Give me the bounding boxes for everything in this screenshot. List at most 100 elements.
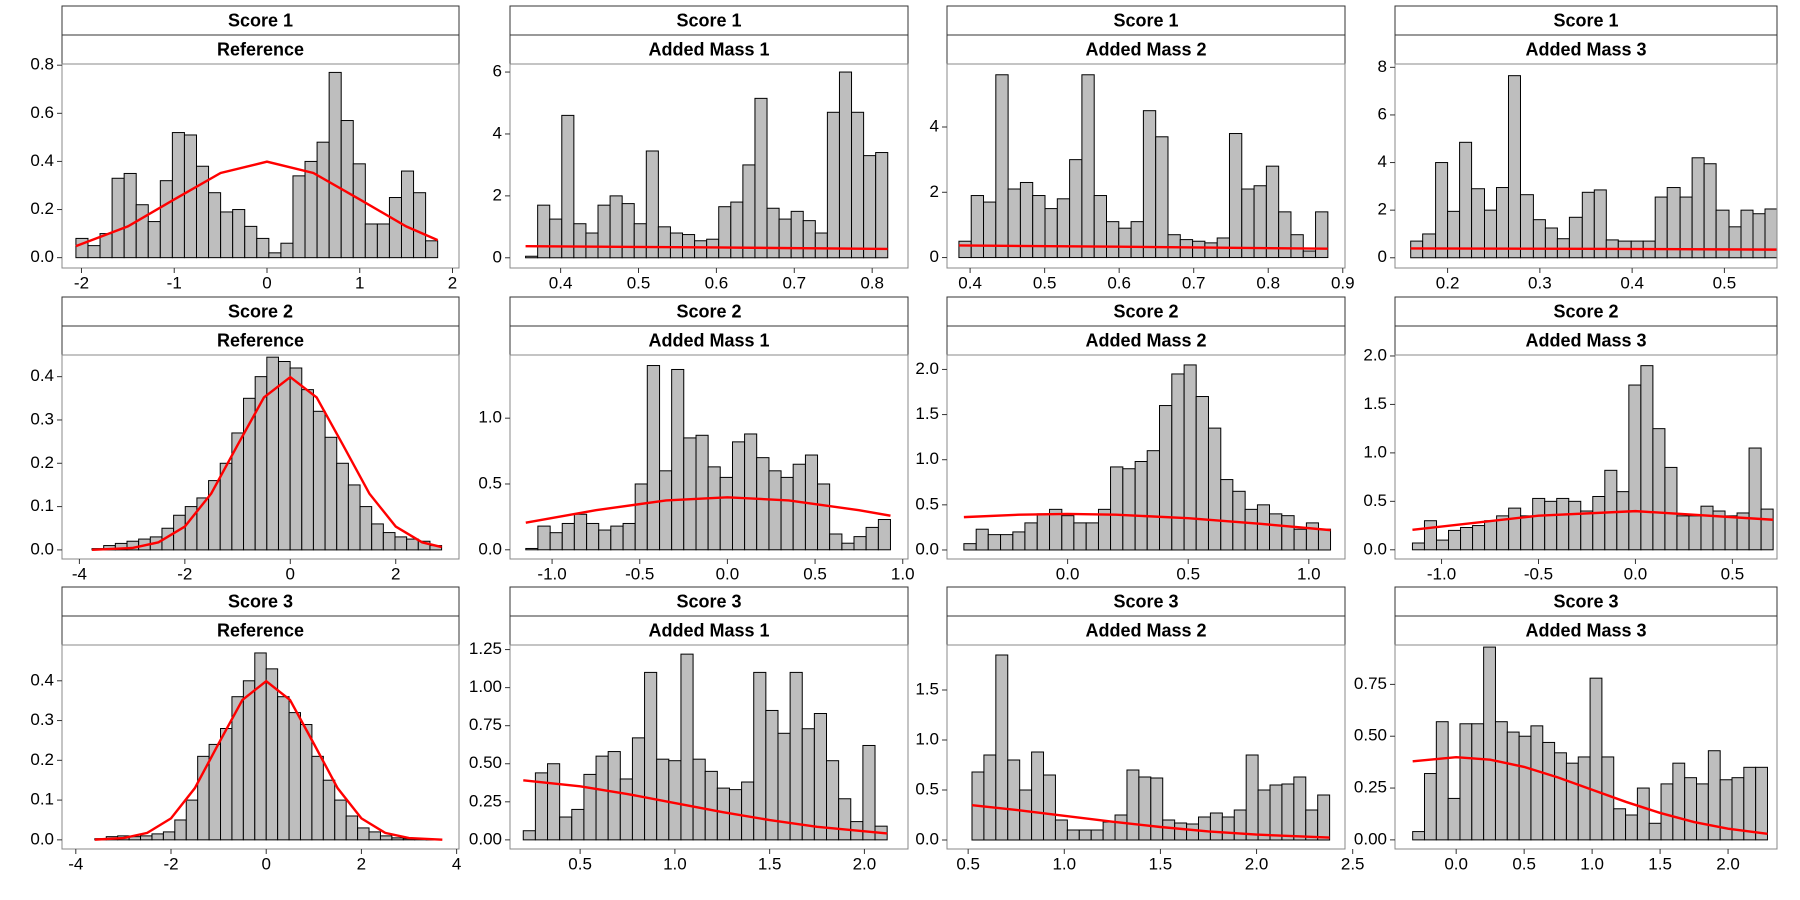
- histogram-bar: [1703, 163, 1717, 259]
- strip-title: Score 2: [676, 301, 741, 321]
- density-curve: [963, 512, 1331, 532]
- histogram-bar: [730, 201, 744, 259]
- histogram-bar: [522, 830, 536, 841]
- histogram-bar: [525, 547, 539, 551]
- histogram-bar: [1192, 240, 1206, 259]
- histogram-bar: [1069, 159, 1083, 259]
- y-tick-label: 1.0: [1363, 442, 1387, 461]
- histogram-bar: [586, 522, 600, 551]
- histogram-bar: [1447, 210, 1461, 259]
- histogram-bar: [1043, 774, 1056, 841]
- histogram-bar: [123, 172, 137, 259]
- y-tick-label: 0.4: [30, 670, 54, 689]
- strip-subtitle: Reference: [217, 620, 304, 640]
- histogram-bar: [1293, 528, 1307, 551]
- histogram-bar: [1577, 756, 1591, 841]
- histogram-bar: [1471, 723, 1485, 841]
- y-tick-label: 1.00: [469, 677, 502, 696]
- histogram-bar: [680, 653, 694, 841]
- histogram-bar: [1628, 384, 1642, 551]
- panel: Score 1 Added Mass 2 0 2 4 0.4 0.5 0.6 0.7 0.8 0.9: [930, 5, 1355, 292]
- histogram-bar: [1660, 783, 1674, 841]
- y-tick-label: 2: [930, 182, 939, 201]
- histogram-bar: [1244, 508, 1258, 551]
- histogram-bar: [1012, 531, 1026, 551]
- x-tick-label: 1.0: [1052, 854, 1076, 873]
- x-tick-label: -1.0: [1427, 564, 1456, 583]
- histogram-bar: [347, 484, 361, 551]
- histogram-bar: [162, 831, 176, 841]
- histogram-bar: [371, 523, 384, 551]
- histogram-bar: [1245, 754, 1259, 841]
- y-tick-label: 1.0: [478, 408, 502, 427]
- density-curve: [1412, 509, 1774, 532]
- x-tick-label: 2.5: [1341, 854, 1365, 873]
- histogram-bar: [1700, 505, 1714, 551]
- y-tick-label: 0.25: [1354, 778, 1387, 797]
- x-tick-label: 2: [357, 854, 366, 873]
- histogram-bar: [1317, 528, 1332, 551]
- histogram-bar: [838, 798, 852, 841]
- histogram-bar: [573, 513, 588, 551]
- y-tick-label: 6: [1378, 104, 1387, 123]
- histogram-bar: [958, 240, 972, 259]
- y-tick-label: 0.5: [915, 779, 939, 798]
- histogram-bar: [1640, 365, 1654, 551]
- y-tick-label: 0.4: [30, 366, 54, 385]
- histogram-bar: [1556, 497, 1570, 551]
- y-tick-label: 2: [493, 185, 502, 204]
- x-tick-label: 0.0: [1624, 564, 1648, 583]
- density-curve: [94, 679, 443, 841]
- histogram-bar: [87, 245, 101, 259]
- histogram-bar: [607, 751, 621, 841]
- x-tick-label: -2: [74, 273, 89, 292]
- x-tick-label: 0.8: [1256, 273, 1280, 292]
- histogram-bar: [862, 744, 876, 841]
- strip-box: [61, 615, 460, 646]
- histogram-bar: [802, 220, 816, 259]
- histogram-bar: [1506, 731, 1520, 841]
- histogram-bar: [304, 160, 318, 259]
- y-tick-label: 0.0: [1363, 539, 1387, 558]
- histogram-bar: [220, 728, 233, 841]
- x-tick-label: 2: [448, 273, 457, 292]
- x-tick-label: 0.2: [1436, 273, 1460, 292]
- histogram-bar: [1472, 525, 1486, 551]
- strip-box: [61, 325, 460, 356]
- histogram-bar: [1256, 504, 1271, 551]
- histogram-bar: [754, 97, 768, 259]
- histogram-bar: [634, 483, 648, 551]
- strip-title: Score 2: [1113, 301, 1178, 321]
- histogram-bar: [316, 141, 330, 259]
- histogram-bar: [292, 175, 306, 259]
- histogram-bar: [683, 437, 697, 551]
- x-tick-label: 0.6: [1107, 273, 1131, 292]
- strip-subtitle: Added Mass 2: [1085, 620, 1206, 640]
- histogram-bar: [1281, 783, 1295, 841]
- histogram-bar: [1118, 227, 1132, 259]
- strip-subtitle: Added Mass 1: [648, 620, 769, 640]
- histogram-bar: [1752, 213, 1766, 259]
- histogram-bar: [537, 204, 551, 259]
- histogram-bar: [863, 155, 877, 259]
- histogram-bar: [185, 799, 199, 841]
- histogram-bar: [1049, 508, 1063, 551]
- histogram-bar: [671, 368, 685, 551]
- strip-box: [61, 5, 460, 36]
- histogram-bar: [1484, 520, 1498, 551]
- histogram-bar: [631, 737, 646, 841]
- histogram-bar: [197, 755, 210, 841]
- histogram-bar: [208, 192, 222, 259]
- histogram-bar: [1315, 211, 1329, 259]
- histogram-bar: [1195, 396, 1209, 551]
- histogram-bar: [1593, 189, 1607, 259]
- panel: Score 2 Added Mass 2 0.0 0.5 1.0 1.5 2.0 0.0 0.5…: [915, 296, 1346, 583]
- histogram-bar: [1666, 187, 1681, 259]
- density-curve: [971, 804, 1330, 839]
- histogram-bar: [400, 170, 415, 259]
- histogram-bar: [1007, 759, 1021, 841]
- histogram-bar: [742, 164, 756, 259]
- strip-title: Score 3: [228, 591, 293, 611]
- y-tick-label: 0.0: [30, 829, 54, 848]
